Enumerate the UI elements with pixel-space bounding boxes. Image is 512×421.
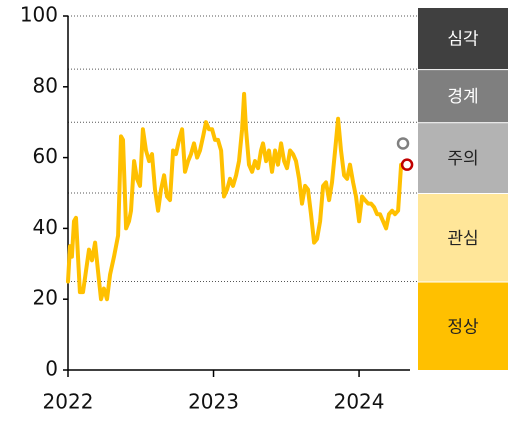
point-marker <box>400 158 414 171</box>
x-tick-label: 2024 <box>334 390 385 414</box>
zone-box <box>418 70 508 123</box>
y-tick-label: 20 <box>33 286 58 310</box>
zone-box <box>418 123 508 193</box>
zone-box <box>418 8 508 70</box>
y-tick-label: 40 <box>33 215 58 239</box>
zone-label: 정상 <box>447 317 479 337</box>
zone-box <box>418 194 508 282</box>
y-tick-label: 60 <box>33 144 58 168</box>
series-line <box>66 91 406 302</box>
y-tick-label: 0 <box>45 357 58 381</box>
y-tick-label: 100 <box>20 3 58 27</box>
zone-label: 심각 <box>447 30 479 50</box>
zone-label: 경계 <box>447 87 478 107</box>
zone-label: 주의 <box>447 149 478 169</box>
point-marker <box>396 137 410 150</box>
zone-label: 관심 <box>447 229 478 249</box>
y-tick-label: 80 <box>33 73 58 97</box>
zone-box <box>418 282 508 370</box>
x-tick-label: 2022 <box>43 390 94 414</box>
x-tick-label: 2023 <box>188 390 239 414</box>
